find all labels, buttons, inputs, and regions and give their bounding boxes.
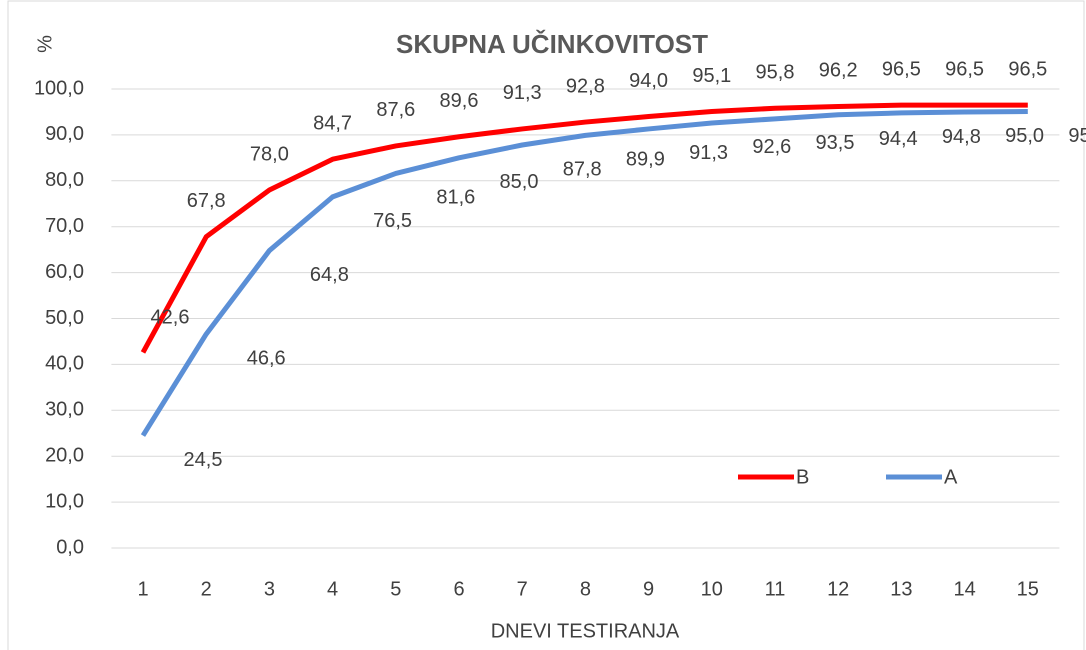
x-tick-label: 6: [453, 578, 464, 600]
data-label: 24,5: [184, 449, 223, 471]
x-tick-label: 12: [827, 578, 849, 600]
data-label: 95,0: [1005, 125, 1044, 147]
x-tick-label: 3: [264, 578, 275, 600]
x-tick-label: 11: [765, 578, 786, 600]
y-tick-label: 60,0: [45, 261, 84, 283]
y-axis-label: %: [34, 35, 56, 53]
y-tick-label: 0,0: [56, 536, 84, 558]
x-tick-label: 9: [643, 578, 654, 600]
data-label: 67,8: [187, 190, 226, 212]
data-label: 95,1: [1068, 125, 1086, 147]
x-tick-label: 7: [517, 578, 528, 600]
x-tick-label: 15: [1017, 578, 1039, 600]
data-label: 94,8: [942, 126, 981, 148]
data-label: 89,6: [440, 90, 479, 112]
data-label: 96,5: [1008, 58, 1047, 80]
y-tick-label: 20,0: [45, 444, 84, 466]
y-tick-label: 100,0: [34, 77, 84, 99]
x-tick-label: 1: [137, 578, 148, 600]
data-label: 95,1: [692, 65, 731, 87]
data-label: 96,2: [819, 60, 858, 82]
y-tick-label: 80,0: [45, 169, 84, 191]
data-label: 76,5: [373, 210, 412, 232]
data-label: 78,0: [250, 143, 289, 165]
x-tick-label: 8: [580, 578, 591, 600]
data-label: 46,6: [247, 347, 286, 369]
legend-label: A: [944, 466, 958, 488]
series-line: [140, 108, 1028, 437]
y-tick-label: 50,0: [45, 307, 84, 329]
x-tick-label: 14: [953, 578, 975, 600]
data-label: 91,3: [689, 142, 728, 164]
data-label: 42,6: [151, 307, 190, 329]
legend-label: B: [796, 466, 809, 488]
x-tick-label: 13: [890, 578, 912, 600]
y-tick-label: 70,0: [45, 215, 84, 237]
data-label: 91,3: [503, 82, 542, 104]
data-label: 85,0: [500, 171, 539, 193]
data-label: 96,5: [945, 58, 984, 80]
data-label: 81,6: [436, 187, 475, 209]
y-tick-label: 30,0: [45, 399, 84, 421]
data-label: 92,6: [752, 136, 791, 158]
data-label: 93,5: [816, 132, 855, 154]
x-tick-label: 5: [390, 578, 401, 600]
series-line: [140, 102, 1028, 354]
data-label: 89,9: [626, 149, 665, 171]
data-label: 92,8: [566, 75, 605, 97]
data-label: 87,6: [376, 99, 415, 121]
data-label: 95,8: [756, 62, 795, 84]
y-tick-label: 40,0: [45, 353, 84, 375]
x-tick-label: 10: [701, 578, 723, 600]
data-label: 96,5: [882, 58, 921, 80]
data-label: 94,0: [629, 70, 668, 92]
y-tick-label: 90,0: [45, 123, 84, 145]
chart-frame: [7, 0, 1085, 650]
y-tick-label: 10,0: [45, 490, 84, 512]
data-label: 64,8: [310, 264, 349, 286]
data-label: 87,8: [563, 158, 602, 180]
x-tick-label: 4: [327, 578, 338, 600]
chart-title: SKUPNA UČINKOVITOST: [396, 29, 708, 59]
x-axis-label: DNEVI TESTIRANJA: [491, 620, 680, 642]
x-tick-label: 2: [201, 578, 212, 600]
data-label: 84,7: [313, 113, 352, 135]
data-label: 94,4: [879, 128, 918, 150]
